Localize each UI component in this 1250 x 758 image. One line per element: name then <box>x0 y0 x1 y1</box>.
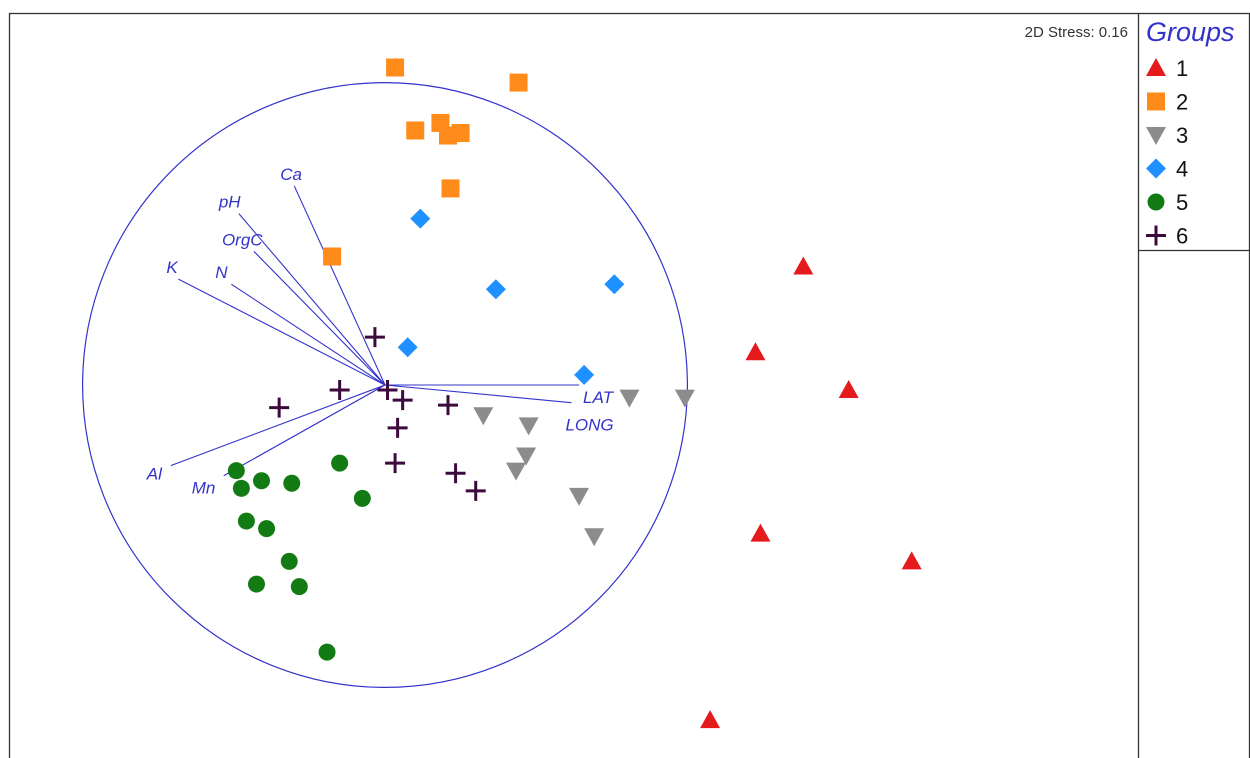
legend-label-4: 4 <box>1176 157 1188 182</box>
legend-label-3: 3 <box>1176 123 1188 148</box>
point-group-5-8 <box>258 520 276 538</box>
point-group-3-7 <box>569 487 590 506</box>
legend-marker-5 <box>1147 193 1165 211</box>
plot-frame <box>8 12 1250 758</box>
point-group-1-2 <box>745 342 766 361</box>
vector-label-ph: pH <box>218 193 241 212</box>
point-group-5-11 <box>290 578 308 596</box>
point-group-6-10 <box>465 480 486 501</box>
legend-marker-6 <box>1146 225 1166 246</box>
vector-label-al: Al <box>146 465 163 484</box>
point-group-3-6 <box>506 462 527 481</box>
legend-marker-3 <box>1146 127 1166 145</box>
point-group-2-8 <box>323 247 342 266</box>
point-group-5-5 <box>331 454 349 472</box>
point-group-2-1 <box>386 58 405 77</box>
point-group-1-6 <box>700 710 721 729</box>
point-group-4-1 <box>410 208 431 229</box>
point-group-6-4 <box>438 395 458 416</box>
legend: Groups 1 2 3 4 5 6 <box>1146 17 1235 249</box>
point-group-3-2 <box>674 389 695 408</box>
point-group-5-4 <box>283 474 301 492</box>
point-group-5-10 <box>247 575 265 593</box>
point-group-5-6 <box>353 489 371 507</box>
vector-n <box>230 283 386 386</box>
vector-label-mn: Mn <box>192 479 216 498</box>
point-group-2-4 <box>406 121 425 140</box>
vector-label-n: N <box>215 263 228 282</box>
legend-label-6: 6 <box>1176 224 1188 249</box>
legend-label-1: 1 <box>1176 56 1188 81</box>
vector-k <box>178 278 386 386</box>
legend-label-2: 2 <box>1176 90 1188 115</box>
point-group-5-7 <box>237 512 255 530</box>
point-group-4-4 <box>397 337 418 358</box>
point-group-6-6 <box>269 397 290 418</box>
vector-mn <box>223 384 386 477</box>
vector-overlay: Ca pH OrgC N K LAT LONG Al Mn <box>82 82 688 688</box>
point-group-3-1 <box>619 389 640 408</box>
point-group-3-3 <box>473 407 494 426</box>
point-group-6-9 <box>445 463 466 484</box>
point-group-4-5 <box>574 364 595 385</box>
vector-ca <box>293 185 386 386</box>
stress-label: 2D Stress: 0.16 <box>1025 24 1128 41</box>
point-group-1-3 <box>838 380 859 399</box>
vector-long <box>384 384 572 404</box>
vector-ph <box>238 213 386 386</box>
point-group-6-5 <box>329 380 350 401</box>
point-group-3-4 <box>518 417 539 436</box>
point-group-1-5 <box>901 551 922 570</box>
point-group-3-5 <box>516 447 537 466</box>
point-group-1-1 <box>793 256 814 275</box>
vector-label-orgc: OrgC <box>222 230 263 249</box>
point-group-4-2 <box>485 279 506 300</box>
legend-marker-1 <box>1146 58 1166 76</box>
point-group-5-2 <box>232 479 250 497</box>
point-group-4-3 <box>604 274 625 295</box>
point-group-1-4 <box>750 523 771 542</box>
vector-label-k: K <box>166 258 178 277</box>
correlation-circle <box>82 82 688 688</box>
point-group-3-8 <box>584 528 605 547</box>
vector-label-lat: LAT <box>583 388 615 407</box>
point-group-5-3 <box>253 472 271 490</box>
legend-marker-2 <box>1147 92 1165 111</box>
point-group-6-7 <box>387 417 408 438</box>
point-group-5-9 <box>280 552 298 570</box>
legend-marker-4 <box>1146 158 1166 179</box>
point-group-6-8 <box>385 453 406 474</box>
point-group-2-6 <box>439 126 457 145</box>
point-group-5-12 <box>318 643 336 661</box>
vector-orgc <box>253 251 386 386</box>
vector-label-ca: Ca <box>280 165 302 184</box>
vector-label-long: LONG <box>565 416 613 435</box>
legend-label-5: 5 <box>1176 190 1188 215</box>
legend-title: Groups <box>1146 17 1235 47</box>
point-group-6-3 <box>392 390 413 411</box>
data-points <box>227 58 922 729</box>
point-group-2-7 <box>441 179 460 198</box>
point-group-5-1 <box>227 462 245 480</box>
point-group-6-1 <box>364 327 385 348</box>
point-group-2-2 <box>509 73 528 92</box>
vector-al <box>170 384 386 467</box>
point-group-6-2 <box>377 380 398 401</box>
